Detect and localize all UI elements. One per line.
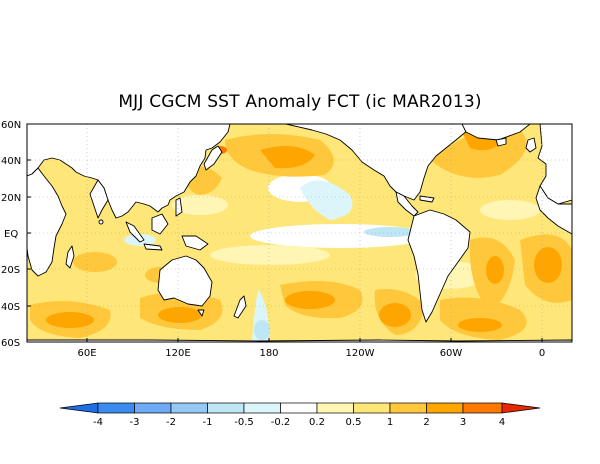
lat-label-40s: 40S bbox=[1, 302, 20, 313]
continents bbox=[27, 124, 572, 342]
land-iceland bbox=[495, 137, 507, 147]
colorbar-left-triangle bbox=[59, 402, 99, 414]
colorbar-tick-label: 2 bbox=[423, 417, 429, 428]
land-sri-lanka bbox=[98, 219, 104, 225]
colorbar-tick-label: -0.2 bbox=[271, 417, 291, 428]
land-tasmania bbox=[197, 309, 205, 317]
anomaly-cool bbox=[364, 227, 416, 237]
lat-label-20n: 20N bbox=[1, 193, 21, 204]
anomaly-warm bbox=[73, 252, 117, 272]
anomaly-cool bbox=[300, 180, 353, 220]
gridlines bbox=[27, 124, 572, 342]
lon-label-120e: 120E bbox=[165, 348, 190, 359]
colorbar-segment bbox=[316, 402, 354, 414]
lat-label-20s: 20S bbox=[1, 265, 20, 276]
colorbar-tick-label: 0.5 bbox=[346, 417, 362, 428]
colorbar-tick-label: -2 bbox=[166, 417, 176, 428]
colorbar-tick-label: 0.2 bbox=[309, 417, 325, 428]
anomaly-strong bbox=[458, 318, 502, 332]
land-india bbox=[89, 179, 109, 219]
anomaly-strong bbox=[260, 146, 315, 169]
land-new-zealand bbox=[233, 295, 247, 319]
colorbar-tick-label: 1 bbox=[387, 417, 393, 428]
colorbar-tick-label: -3 bbox=[130, 417, 140, 428]
anomaly-strong bbox=[285, 291, 335, 309]
land-central-america bbox=[395, 191, 419, 217]
colorbar-segment bbox=[462, 402, 503, 414]
land-uk bbox=[525, 137, 537, 153]
lon-label-60w: 60W bbox=[440, 348, 463, 359]
lon-label-0: 0 bbox=[539, 348, 545, 359]
lon-label-180: 180 bbox=[259, 348, 278, 359]
longitude-labels: 60E 120E 180 120W 60W 0 bbox=[77, 348, 545, 359]
colorbar-segment bbox=[170, 402, 208, 414]
lat-label-eq: EQ bbox=[4, 229, 18, 240]
colorbar-segment bbox=[426, 402, 464, 414]
land-eurasia bbox=[27, 124, 231, 219]
land-new-guinea bbox=[181, 235, 209, 251]
colorbar-right-triangle bbox=[501, 402, 541, 414]
anomaly-neutral bbox=[210, 245, 330, 265]
anomaly-neutral bbox=[480, 200, 540, 220]
colorbar-tick-label: -1 bbox=[203, 417, 213, 428]
land-philippines bbox=[175, 197, 183, 217]
map-title: MJJ CGCM SST Anomaly FCT (ic MAR2013) bbox=[118, 92, 482, 112]
colorbar-segment bbox=[353, 402, 391, 414]
land-japan bbox=[203, 145, 223, 171]
colorbar-segment bbox=[280, 402, 318, 414]
tick-marks bbox=[27, 123, 543, 343]
anomaly-strong bbox=[379, 303, 411, 327]
lat-label-60s: 60S bbox=[1, 338, 20, 349]
land-sumatra bbox=[125, 221, 145, 243]
anomaly-strong bbox=[158, 307, 202, 323]
lat-label-60n: 60N bbox=[1, 120, 21, 131]
colorbar-tick-label: 3 bbox=[460, 417, 466, 428]
anomaly-cool bbox=[254, 320, 270, 340]
colorbar-tick-label: -0.5 bbox=[234, 417, 254, 428]
lon-label-120w: 120W bbox=[346, 348, 375, 359]
latitude-labels: 60N 40N 20N EQ 20S 40S 60S bbox=[1, 120, 21, 349]
land-cuba bbox=[419, 195, 435, 203]
colorbar-tick-label: -4 bbox=[93, 417, 103, 428]
land-africa bbox=[27, 167, 67, 277]
colorbar-segment bbox=[97, 402, 135, 414]
lon-label-60e: 60E bbox=[77, 348, 96, 359]
land-madagascar bbox=[65, 245, 75, 269]
land-australia bbox=[157, 255, 213, 307]
anomaly-strong bbox=[486, 256, 504, 284]
colorbar-tick-label: 4 bbox=[499, 417, 505, 428]
colorbar: -4 -3 -2 -1 -0.5 -0.2 0.2 0.5 1 2 3 4 bbox=[59, 402, 541, 428]
colorbar-segment bbox=[207, 402, 245, 414]
colorbar-segment bbox=[243, 402, 281, 414]
anomaly-strong bbox=[46, 312, 94, 328]
lat-label-40n: 40N bbox=[1, 156, 21, 167]
land-south-america bbox=[407, 209, 471, 323]
anomaly-strong bbox=[534, 247, 562, 283]
land-java bbox=[143, 243, 163, 251]
land-west-africa-east bbox=[535, 185, 572, 235]
anomaly-neutral bbox=[172, 195, 228, 215]
colorbar-segment bbox=[134, 402, 172, 414]
land-borneo bbox=[151, 213, 169, 235]
colorbar-segment bbox=[389, 402, 427, 414]
